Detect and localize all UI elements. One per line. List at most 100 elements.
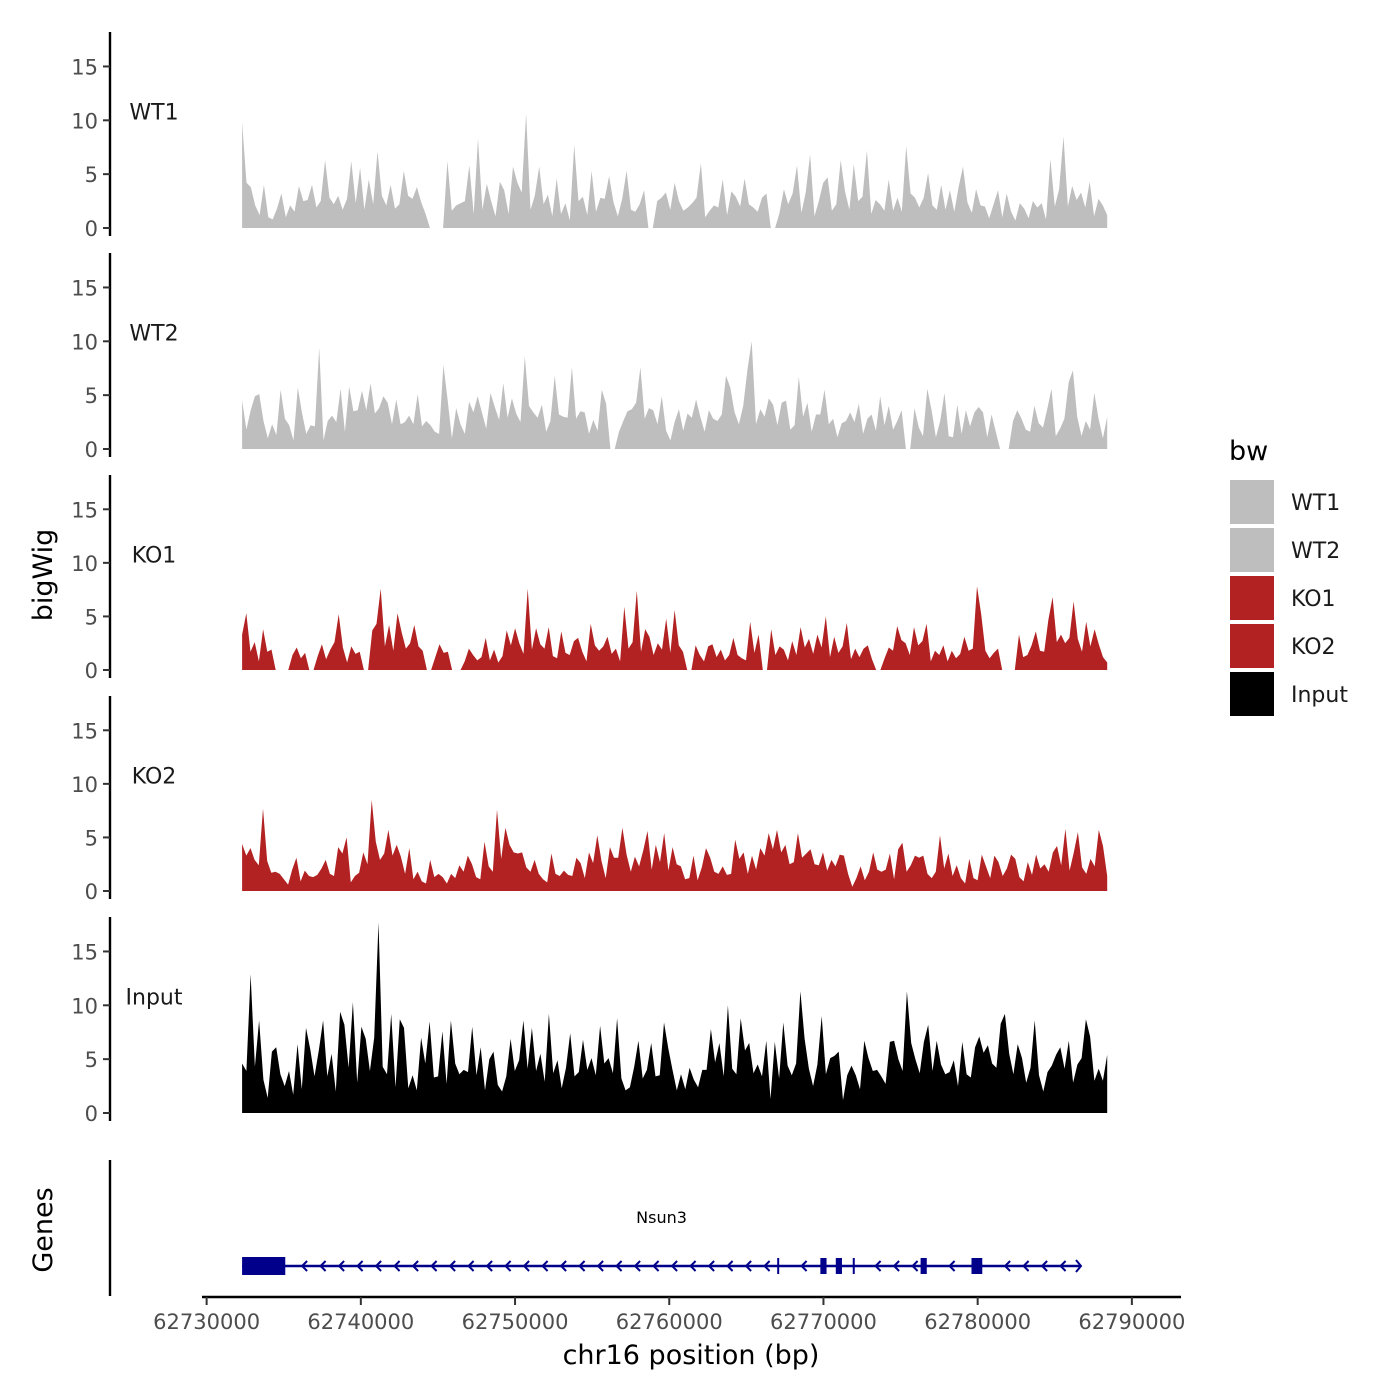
strand-arrow xyxy=(596,1260,604,1272)
track-wt1: 0 5 10 15 WT1 xyxy=(71,32,1108,241)
x-axis: 62730000 62740000 62750000 62760000 62770000… xyxy=(153,1295,1185,1334)
gene-panel: Nsun3 xyxy=(108,1160,1083,1296)
strand-arrow xyxy=(485,1260,493,1272)
strand-arrow xyxy=(319,1260,327,1272)
strand-arrow xyxy=(374,1260,382,1272)
strand-arrow xyxy=(670,1260,678,1272)
exon xyxy=(920,1258,927,1274)
exon xyxy=(242,1257,286,1275)
coverage-area-ko2 xyxy=(242,799,1108,891)
y-tick-label: 0 xyxy=(85,659,98,683)
y-tick-label: 15 xyxy=(71,55,98,79)
track-ko1: 0 5 10 15 KO1 xyxy=(71,475,1108,683)
y-axis-title-genes: Genes xyxy=(28,1187,59,1272)
strand-arrow xyxy=(911,1260,919,1272)
track-label-input: Input xyxy=(126,986,183,1011)
strand-arrow xyxy=(337,1260,345,1272)
gene-label: Nsun3 xyxy=(636,1208,687,1227)
y-tick-label: 5 xyxy=(85,826,98,850)
x-axis-title: chr16 position (bp) xyxy=(563,1340,820,1371)
y-tick-label: 5 xyxy=(85,384,98,408)
legend-swatch-wt2 xyxy=(1230,528,1274,572)
legend-label-wt1: WT1 xyxy=(1291,491,1340,516)
strand-arrow xyxy=(393,1260,401,1272)
strand-arrow xyxy=(430,1260,438,1272)
legend-label-ko1: KO1 xyxy=(1291,587,1336,612)
gene-end-cap xyxy=(1075,1259,1083,1273)
coverage-area-input xyxy=(242,922,1108,1113)
y-tick-label: 0 xyxy=(85,880,98,904)
strand-arrow xyxy=(448,1260,456,1272)
exon xyxy=(820,1258,827,1274)
legend-entries: WT1 WT2 KO1 KO2 Input xyxy=(1230,480,1348,716)
exon xyxy=(852,1258,855,1274)
track-label-wt1: WT1 xyxy=(129,101,178,126)
legend-title: bw xyxy=(1229,436,1268,467)
legend-swatch-input xyxy=(1230,672,1274,716)
strand-arrow xyxy=(689,1260,697,1272)
track-ko2: 0 5 10 15 KO2 xyxy=(71,696,1108,904)
x-tick-label: 62740000 xyxy=(307,1310,414,1334)
y-tick-label: 10 xyxy=(71,552,98,576)
legend-swatch-ko2 xyxy=(1230,624,1274,668)
strand-arrow xyxy=(300,1260,308,1272)
exon xyxy=(971,1258,983,1274)
legend-label-wt2: WT2 xyxy=(1291,539,1340,564)
x-tick-label: 62750000 xyxy=(462,1310,569,1334)
y-tick-label: 0 xyxy=(85,217,98,241)
strand-arrow xyxy=(504,1260,512,1272)
y-tick-label: 10 xyxy=(71,773,98,797)
strand-arrow xyxy=(874,1260,882,1272)
y-tick-label: 10 xyxy=(71,109,98,133)
exon xyxy=(777,1258,780,1274)
track-wt2: 0 5 10 15 WT2 xyxy=(71,253,1108,462)
strand-arrow xyxy=(578,1260,586,1272)
strand-arrow xyxy=(707,1260,715,1272)
y-tick-label: 15 xyxy=(71,940,98,964)
strand-arrow xyxy=(652,1260,660,1272)
coverage-area-wt1 xyxy=(242,113,1108,228)
y-tick-label: 10 xyxy=(71,330,98,354)
legend: bw WT1 WT2 KO1 KO2 Input xyxy=(1229,436,1348,716)
strand-arrow xyxy=(800,1260,808,1272)
y-tick-label: 15 xyxy=(71,276,98,300)
strand-arrow xyxy=(1003,1260,1011,1272)
x-tick-label: 62760000 xyxy=(616,1310,723,1334)
track-input: 0 5 10 15 Input xyxy=(71,917,1108,1126)
y-tick-label: 15 xyxy=(71,719,98,743)
x-tick-label: 62790000 xyxy=(1078,1310,1185,1334)
y-tick-label: 5 xyxy=(85,163,98,187)
track-label-ko1: KO1 xyxy=(132,543,177,568)
x-tick-label: 62780000 xyxy=(924,1310,1031,1334)
track-label-ko2: KO2 xyxy=(132,764,177,789)
strand-arrow xyxy=(744,1260,752,1272)
strand-arrow xyxy=(356,1260,364,1272)
legend-label-ko2: KO2 xyxy=(1291,635,1336,660)
track-label-wt2: WT2 xyxy=(129,322,178,347)
x-tick-label: 62770000 xyxy=(770,1310,877,1334)
exon xyxy=(835,1258,842,1274)
legend-swatch-ko1 xyxy=(1230,576,1274,620)
coverage-area-wt2 xyxy=(242,341,1108,449)
x-tick-label: 62730000 xyxy=(153,1310,260,1334)
y-tick-label: 0 xyxy=(85,438,98,462)
strand-arrow xyxy=(615,1260,623,1272)
tracks-group: 0 5 10 15 WT1 0 5 10 15 WT2 0 5 10 15 KO1 0 5 10 15 KO2 0 5 10… xyxy=(71,32,1108,1126)
strand-arrow xyxy=(1059,1260,1067,1272)
y-tick-label: 15 xyxy=(71,498,98,522)
legend-label-input: Input xyxy=(1291,683,1348,708)
strand-arrow xyxy=(726,1260,734,1272)
coverage-area-ko1 xyxy=(242,586,1108,670)
strand-arrow xyxy=(559,1260,567,1272)
strand-arrow xyxy=(522,1260,530,1272)
strand-arrow xyxy=(541,1260,549,1272)
y-tick-label: 5 xyxy=(85,605,98,629)
strand-arrow xyxy=(1022,1260,1030,1272)
y-tick-label: 10 xyxy=(71,994,98,1018)
y-tick-label: 5 xyxy=(85,1048,98,1072)
y-axis-title-bigwig: bigWig xyxy=(28,529,59,622)
strand-arrow xyxy=(633,1260,641,1272)
strand-arrow xyxy=(1040,1260,1048,1272)
strand-arrow xyxy=(763,1260,771,1272)
